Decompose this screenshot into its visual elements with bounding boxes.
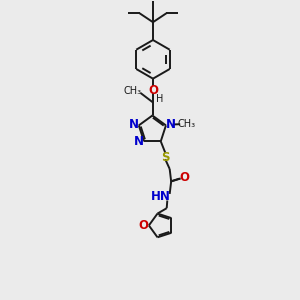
Text: O: O bbox=[139, 219, 149, 232]
Text: H: H bbox=[156, 94, 163, 104]
Text: N: N bbox=[129, 118, 139, 131]
Text: HN: HN bbox=[151, 190, 171, 203]
Text: CH₃: CH₃ bbox=[123, 85, 141, 96]
Text: S: S bbox=[162, 151, 170, 164]
Text: N: N bbox=[166, 118, 176, 131]
Text: N: N bbox=[134, 135, 144, 148]
Text: CH₃: CH₃ bbox=[177, 119, 195, 129]
Text: O: O bbox=[148, 84, 158, 97]
Text: O: O bbox=[179, 171, 190, 184]
